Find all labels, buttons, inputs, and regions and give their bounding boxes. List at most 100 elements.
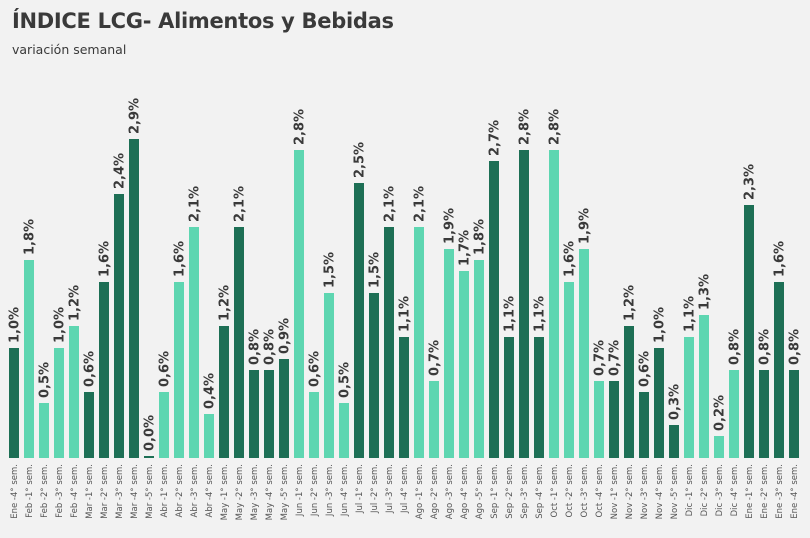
data-label-1: 1,8% — [23, 219, 38, 255]
bar-27 — [414, 227, 424, 458]
x-tick-label-10: Abr -1° sem. — [160, 464, 170, 517]
data-label-26: 1,1% — [398, 296, 413, 332]
bar-38 — [579, 249, 589, 458]
data-label-25: 2,1% — [383, 186, 398, 222]
x-tick-label-13: Abr -4° sem. — [205, 464, 215, 517]
data-label-7: 2,4% — [113, 153, 128, 189]
data-labels-group: 1,0%1,8%0,5%1,0%1,2%0,6%1,6%2,4%2,9%0,0%… — [8, 98, 803, 451]
bar-25 — [384, 227, 394, 458]
x-tick-label-18: May -5° sem. — [280, 464, 290, 520]
x-tick-label-44: Nov -5° sem. — [670, 464, 680, 519]
bar-16 — [249, 370, 259, 458]
data-label-30: 1,7% — [458, 230, 473, 266]
x-tick-label-7: Mar -3° sem. — [115, 464, 125, 519]
data-label-8: 2,9% — [128, 98, 143, 134]
data-label-44: 0,3% — [668, 384, 683, 420]
bar-7 — [114, 194, 124, 458]
bar-44 — [669, 425, 679, 458]
x-tick-label-50: Ene -2° sem. — [760, 464, 770, 519]
x-tick-label-43: Nov -4° sem. — [655, 464, 665, 519]
bar-5 — [84, 392, 94, 458]
data-label-48: 0,8% — [728, 329, 743, 365]
x-tick-label-26: Jul -4° sem. — [400, 464, 410, 514]
bar-9 — [144, 456, 154, 458]
bar-31 — [474, 260, 484, 458]
data-label-5: 0,6% — [83, 351, 98, 387]
data-label-36: 2,8% — [548, 109, 563, 145]
x-tick-label-9: Mar -5° sem. — [145, 464, 155, 519]
data-label-37: 1,6% — [563, 241, 578, 277]
x-tick-label-42: Nov -3° sem. — [640, 464, 650, 519]
data-label-52: 0,8% — [788, 329, 803, 365]
bar-14 — [219, 326, 229, 458]
x-tick-label-3: Feb -3° sem. — [55, 464, 65, 518]
bar-13 — [204, 414, 214, 458]
bar-20 — [309, 392, 319, 458]
data-label-22: 0,5% — [338, 362, 353, 398]
data-label-27: 2,1% — [413, 186, 428, 222]
x-tick-label-16: May -3° sem. — [250, 464, 260, 520]
data-label-51: 1,6% — [773, 241, 788, 277]
bar-8 — [129, 139, 139, 458]
data-label-32: 2,7% — [488, 120, 503, 156]
data-label-19: 2,8% — [293, 109, 308, 145]
x-tick-label-2: Feb -2° sem. — [40, 464, 50, 518]
bar-32 — [489, 161, 499, 458]
x-tick-label-31: Ago -5° sem. — [475, 464, 485, 519]
data-label-3: 1,0% — [53, 307, 68, 343]
data-label-39: 0,7% — [593, 340, 608, 376]
bar-36 — [549, 150, 559, 458]
x-tick-label-49: Ene -1° sem. — [745, 464, 755, 519]
x-tick-label-19: Jun -1° sem. — [295, 464, 305, 517]
data-label-23: 2,5% — [353, 142, 368, 178]
bar-22 — [339, 403, 349, 458]
bar-37 — [564, 282, 574, 458]
data-label-9: 0,0% — [143, 415, 158, 451]
chart-subtitle: variación semanal — [12, 42, 127, 57]
bar-33 — [504, 337, 514, 458]
x-tick-label-1: Feb -1° sem. — [25, 464, 35, 518]
bar-41 — [624, 326, 634, 458]
x-tick-label-11: Abr -2° sem. — [175, 464, 185, 517]
x-tick-label-37: Oct -2° sem. — [565, 464, 575, 517]
data-label-28: 0,7% — [428, 340, 443, 376]
bar-2 — [39, 403, 49, 458]
bar-35 — [534, 337, 544, 458]
data-label-10: 0,6% — [158, 351, 173, 387]
data-label-40: 0,7% — [608, 340, 623, 376]
bar-48 — [729, 370, 739, 458]
data-label-45: 1,1% — [683, 296, 698, 332]
data-label-17: 0,8% — [263, 329, 278, 365]
bar-21 — [324, 293, 334, 458]
x-tick-label-21: Jun -3° sem. — [325, 464, 335, 517]
data-label-24: 1,5% — [368, 252, 383, 288]
data-label-50: 0,8% — [758, 329, 773, 365]
bar-42 — [639, 392, 649, 458]
data-label-42: 0,6% — [638, 351, 653, 387]
x-tick-labels-group: Ene -4° sem. Feb -1° sem. Feb -2° sem. Feb … — [10, 464, 800, 520]
data-label-34: 2,8% — [518, 109, 533, 145]
bar-11 — [174, 282, 184, 458]
data-label-18: 0,9% — [278, 318, 293, 354]
data-label-15: 2,1% — [233, 186, 248, 222]
x-tick-label-41: Nov -2° sem. — [625, 464, 635, 519]
bar-43 — [654, 348, 664, 458]
data-label-35: 1,1% — [533, 296, 548, 332]
data-label-13: 0,4% — [203, 373, 218, 409]
bar-18 — [279, 359, 289, 458]
bar-46 — [699, 315, 709, 458]
x-tick-label-32: Sep -1° sem. — [490, 464, 500, 519]
bar-23 — [354, 183, 364, 458]
x-tick-label-35: Sep -4° sem. — [535, 464, 545, 519]
x-tick-label-29: Ago -3° sem. — [445, 464, 455, 519]
bar-0 — [9, 348, 19, 458]
bar-10 — [159, 392, 169, 458]
x-tick-label-46: Dic -2° sem. — [700, 464, 710, 516]
bar-30 — [459, 271, 469, 458]
data-label-14: 1,2% — [218, 285, 233, 321]
x-tick-label-12: Abr -3° sem. — [190, 464, 200, 517]
x-tick-label-5: Mar -1° sem. — [85, 464, 95, 519]
x-tick-label-6: Mar -2° sem. — [100, 464, 110, 519]
x-tick-label-28: Ago -2° sem. — [430, 464, 440, 519]
